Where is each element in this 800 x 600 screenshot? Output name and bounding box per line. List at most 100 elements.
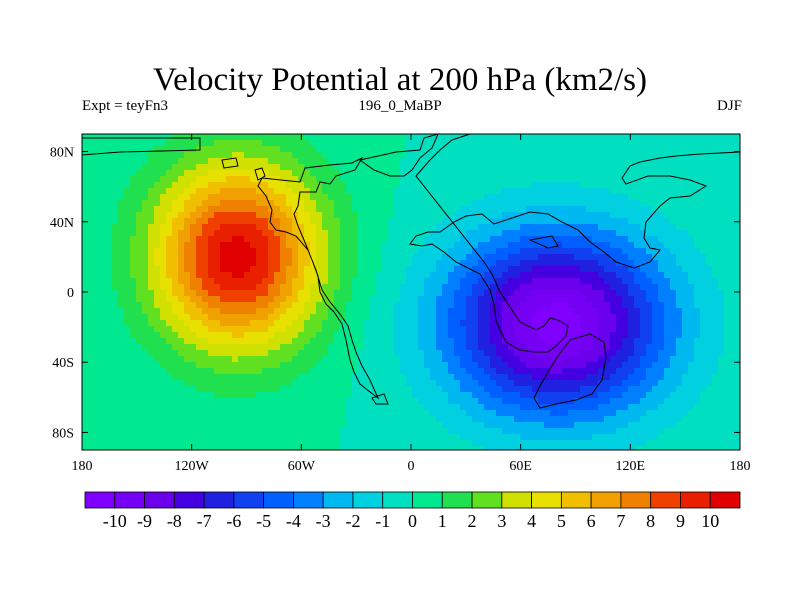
field-cell <box>178 182 185 189</box>
field-cell <box>616 158 623 165</box>
field-cell <box>550 368 557 375</box>
field-cell <box>118 368 125 375</box>
field-cell <box>718 302 725 309</box>
field-cell <box>376 302 383 309</box>
field-cell <box>424 224 431 231</box>
field-cell <box>118 338 125 345</box>
field-cell <box>688 236 695 243</box>
field-cell <box>706 272 713 279</box>
field-cell <box>664 338 671 345</box>
field-cell <box>94 374 101 381</box>
field-cell <box>130 170 137 177</box>
field-cell <box>436 356 443 363</box>
field-cell <box>184 146 191 153</box>
field-cell <box>334 380 341 387</box>
field-cell <box>448 212 455 219</box>
field-cell <box>226 188 233 195</box>
field-cell <box>358 278 365 285</box>
field-cell <box>400 236 407 243</box>
field-cell <box>136 140 143 147</box>
field-cell <box>694 140 701 147</box>
field-cell <box>124 350 131 357</box>
field-cell <box>502 170 509 177</box>
field-cell <box>424 182 431 189</box>
field-cell <box>124 188 131 195</box>
field-cell <box>214 356 221 363</box>
field-cell <box>418 344 425 351</box>
field-cell <box>556 218 563 225</box>
field-cell <box>172 200 179 207</box>
field-cell <box>202 272 209 279</box>
field-cell <box>628 308 635 315</box>
field-cell <box>412 392 419 399</box>
field-cell <box>172 134 179 141</box>
field-cell <box>586 260 593 267</box>
field-cell <box>682 230 689 237</box>
field-cell <box>448 242 455 249</box>
field-cell <box>196 230 203 237</box>
field-cell <box>106 182 113 189</box>
field-cell <box>724 266 731 273</box>
field-cell <box>136 398 143 405</box>
field-cell <box>502 362 509 369</box>
field-cell <box>322 290 329 297</box>
field-cell <box>196 350 203 357</box>
field-cell <box>166 326 173 333</box>
field-cell <box>352 254 359 261</box>
field-cell <box>664 326 671 333</box>
field-cell <box>274 218 281 225</box>
field-cell <box>706 224 713 231</box>
field-cell <box>238 368 245 375</box>
field-cell <box>718 206 725 213</box>
field-cell <box>550 254 557 261</box>
field-cell <box>226 308 233 315</box>
field-cell <box>484 146 491 153</box>
field-cell <box>502 302 509 309</box>
field-cell <box>82 212 89 219</box>
field-cell <box>274 350 281 357</box>
field-cell <box>502 164 509 171</box>
field-cell <box>274 242 281 249</box>
field-cell <box>484 164 491 171</box>
field-cell <box>454 326 461 333</box>
field-cell <box>256 218 263 225</box>
field-cell <box>274 278 281 285</box>
field-cell <box>124 230 131 237</box>
field-cell <box>724 248 731 255</box>
field-cell <box>484 194 491 201</box>
field-cell <box>394 236 401 243</box>
field-cell <box>124 134 131 141</box>
field-cell <box>394 230 401 237</box>
field-cell <box>442 242 449 249</box>
field-cell <box>226 254 233 261</box>
field-cell <box>178 188 185 195</box>
field-cell <box>262 134 269 141</box>
field-cell <box>712 248 719 255</box>
field-cell <box>196 242 203 249</box>
field-cell <box>436 230 443 237</box>
field-cell <box>412 356 419 363</box>
field-cell <box>196 278 203 285</box>
field-cell <box>730 278 737 285</box>
field-cell <box>214 218 221 225</box>
field-cell <box>196 326 203 333</box>
field-cell <box>724 392 731 399</box>
field-cell <box>100 242 107 249</box>
field-cell <box>730 248 737 255</box>
field-cell <box>526 224 533 231</box>
field-cell <box>526 254 533 261</box>
field-cell <box>292 308 299 315</box>
field-cell <box>592 308 599 315</box>
field-cell <box>442 368 449 375</box>
field-cell <box>208 368 215 375</box>
field-cell <box>238 398 245 405</box>
field-cell <box>682 344 689 351</box>
field-cell <box>268 326 275 333</box>
field-cell <box>130 374 137 381</box>
field-cell <box>730 164 737 171</box>
field-cell <box>190 200 197 207</box>
field-cell <box>568 296 575 303</box>
field-cell <box>736 386 741 393</box>
field-cell <box>562 338 569 345</box>
field-cell <box>118 230 125 237</box>
